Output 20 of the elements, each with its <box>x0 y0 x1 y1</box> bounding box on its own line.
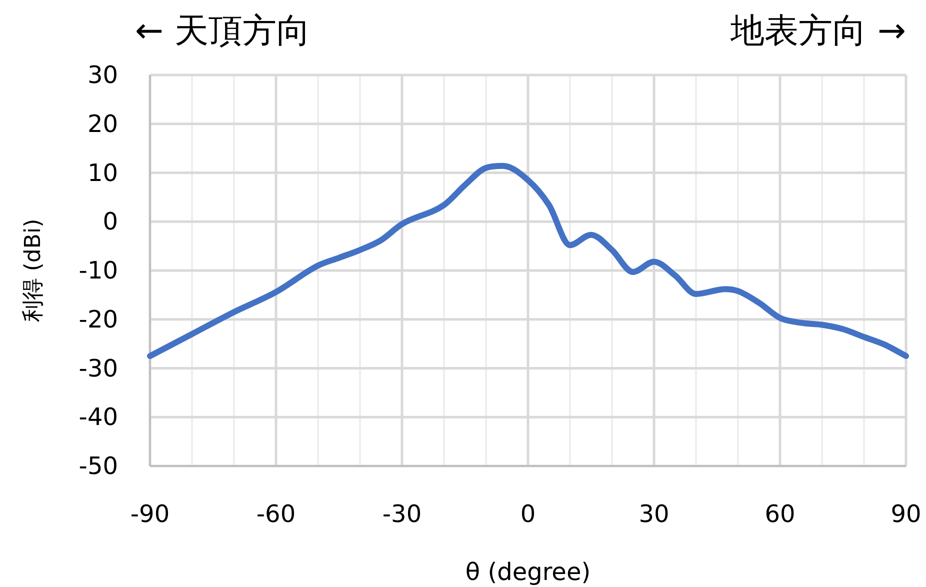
y-tick-label: 0 <box>102 208 118 236</box>
y-tick-label: -40 <box>78 403 118 432</box>
y-tick-label: 30 <box>87 61 118 89</box>
y-tick-label: -30 <box>78 354 118 382</box>
y-tick-label: 20 <box>87 110 118 138</box>
x-tick-label: -30 <box>382 500 422 528</box>
y-axis-title: 利得 (dBi) <box>21 218 46 322</box>
text: 地表方向 → <box>730 11 906 51</box>
y-tick-label: -20 <box>78 305 118 334</box>
text: ← 天頂方向 <box>135 11 310 51</box>
x-tick-label: -90 <box>130 500 170 528</box>
y-tick-label: -50 <box>78 452 118 480</box>
x-tick-label: 60 <box>764 500 796 528</box>
x-tick-label: -60 <box>256 500 296 528</box>
x-axis-title: θ (degree) <box>465 558 591 586</box>
y-tick-label: 10 <box>87 158 118 187</box>
x-tick-label: 30 <box>638 500 670 528</box>
x-tick-label: 0 <box>520 500 536 528</box>
y-tick-label: -10 <box>78 256 118 284</box>
x-tick-label: 90 <box>890 500 922 528</box>
